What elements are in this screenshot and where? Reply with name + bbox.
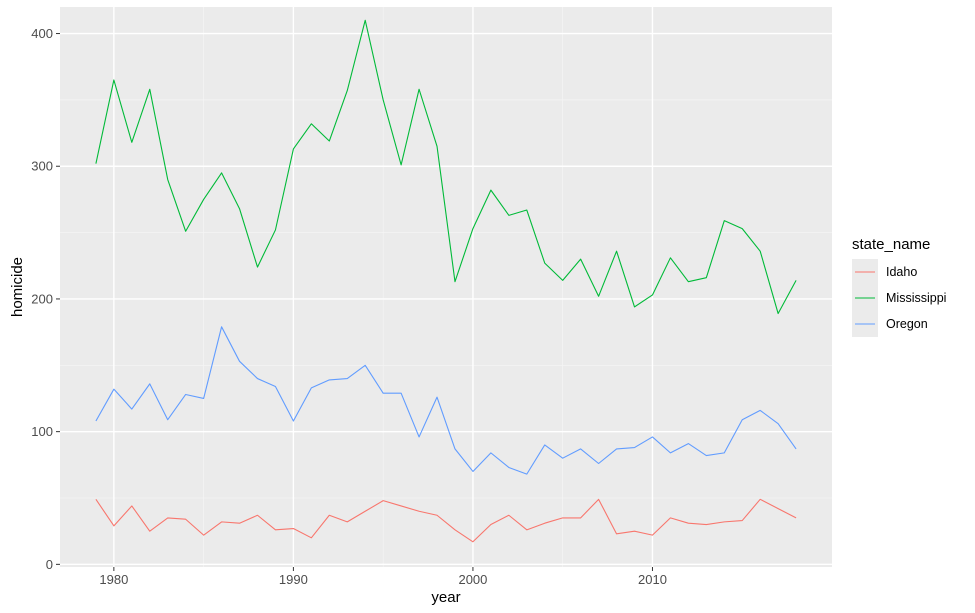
series-lines [95, 19, 797, 543]
series-line-mississippi [95, 19, 797, 315]
x-tick-label: 1990 [279, 572, 308, 587]
x-tick-label: 2010 [638, 572, 667, 587]
major-gridlines [60, 7, 832, 567]
y-tick-label: 400 [31, 26, 53, 41]
x-tick-label: 1980 [99, 572, 128, 587]
x-tick-label: 2000 [458, 572, 487, 587]
legend-label-oregon: Oregon [886, 317, 928, 331]
legend-label-idaho: Idaho [886, 265, 917, 279]
panel-background [60, 7, 832, 567]
y-tick-label: 100 [31, 424, 53, 439]
series-line-oregon [95, 326, 797, 475]
y-axis-ticks: 0 100 200 300 400 [31, 26, 60, 572]
y-tick-label: 0 [46, 557, 53, 572]
legend: state_name Idaho Mississippi Oregon [852, 236, 946, 337]
series-line-idaho [95, 498, 797, 543]
legend-label-mississippi: Mississippi [886, 291, 946, 305]
y-axis-title: homicide [9, 257, 26, 317]
x-axis-title: year [431, 589, 460, 606]
y-tick-label: 200 [31, 291, 53, 306]
x-axis-ticks: 1980 1990 2000 2010 [99, 567, 667, 587]
legend-title: state_name [852, 236, 930, 253]
y-tick-label: 300 [31, 159, 53, 174]
